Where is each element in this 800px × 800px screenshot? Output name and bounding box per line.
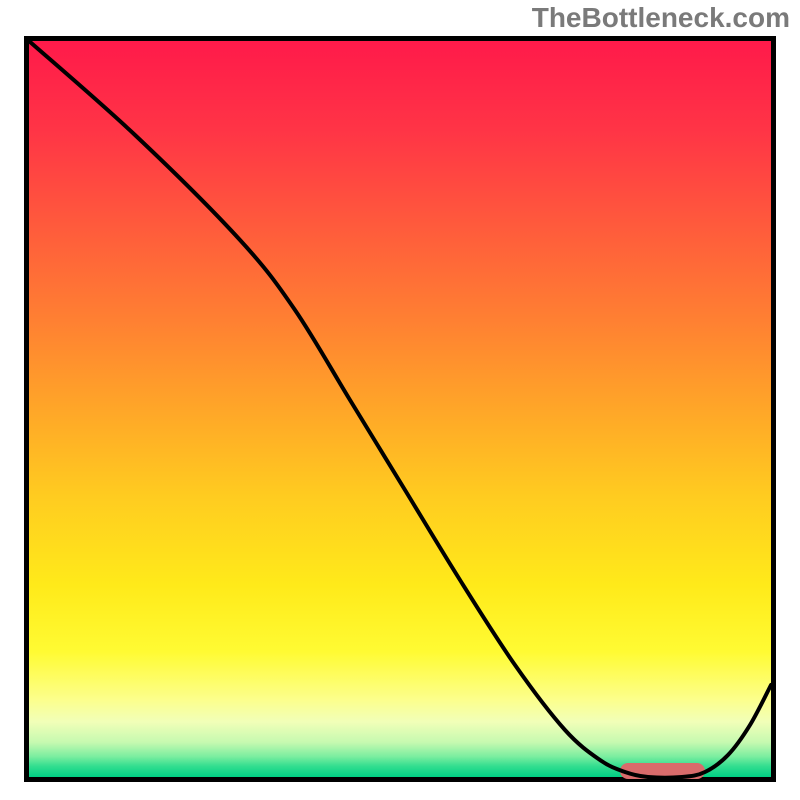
chart-background (29, 41, 771, 777)
chart-svg (0, 0, 800, 800)
chart-stage: TheBottleneck.com (0, 0, 800, 800)
